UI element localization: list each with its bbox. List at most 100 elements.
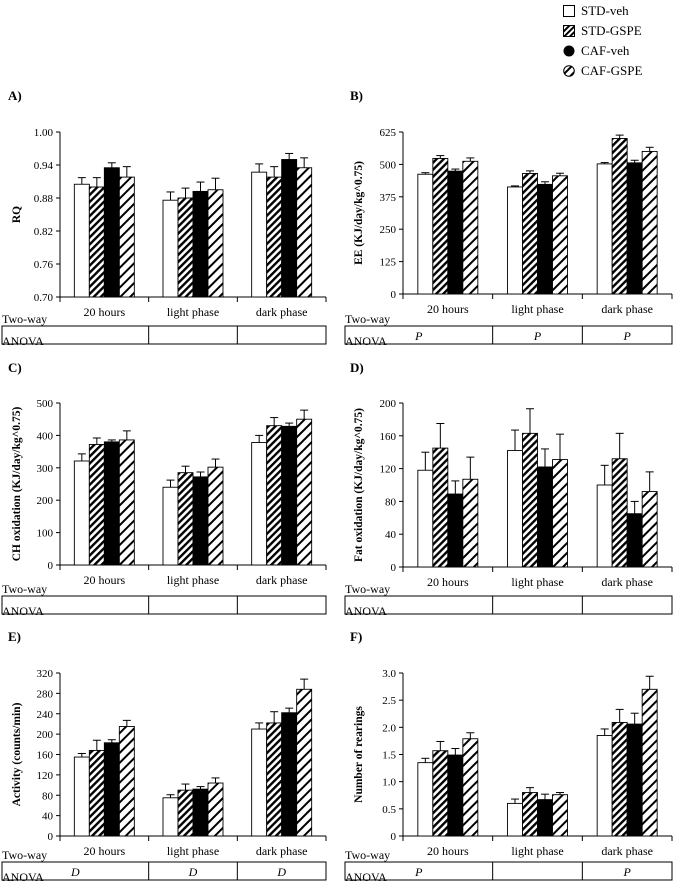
bar-std-gspe: [267, 426, 282, 565]
bar-std-gspe: [267, 723, 282, 836]
bar-std-veh: [74, 184, 89, 297]
y-tick-label: 80: [385, 496, 397, 508]
chart-panel-f: F) 0 0.5 1.0 1.5 2.0 2.5 3.0 Number of rearings 2…: [345, 629, 672, 884]
x-tick-label: 20 hours: [83, 305, 125, 319]
bar-caf-gspe: [463, 739, 478, 836]
bar-std-veh: [163, 798, 178, 836]
chart-panel-a: A) 0.70 0.76 0.82 0.88 0.94 1.00 RQ 20 hours ligh…: [2, 88, 326, 348]
bar-std-gspe: [523, 173, 538, 294]
bar-std-veh: [163, 200, 178, 297]
x-tick-label: 20 hours: [427, 575, 469, 589]
y-tick-label: 0: [48, 831, 54, 843]
bar-caf-gspe: [642, 151, 657, 294]
y-tick-label: 0: [391, 562, 397, 574]
x-tick-label: 20 hours: [83, 844, 125, 858]
y-axis-label: CH oxidation (KJ/day/kg^0.75): [11, 407, 23, 562]
y-tick-label: 500: [37, 398, 54, 410]
bar-caf-gspe: [642, 492, 657, 567]
bar-caf-veh: [538, 800, 553, 836]
bar-caf-veh: [282, 160, 297, 298]
y-tick-label: 0.70: [34, 292, 54, 304]
bar-std-gspe: [89, 187, 104, 297]
anova-cell-value: D: [188, 865, 198, 879]
y-tick-label: 100: [37, 528, 54, 540]
y-tick-label: 200: [380, 398, 397, 410]
bar-caf-gspe: [553, 176, 568, 294]
y-axis-label: Activity (counts/min): [11, 702, 23, 806]
panel-label: E): [8, 629, 21, 644]
y-tick-label: 200: [37, 729, 54, 741]
x-tick-label: light phase: [511, 575, 563, 589]
bar-caf-veh: [104, 743, 119, 836]
bar-caf-veh: [193, 477, 208, 565]
anova-cell-value: D: [276, 865, 286, 879]
bar-caf-gspe: [463, 479, 478, 567]
bar-caf-veh: [193, 789, 208, 836]
bar-std-gspe: [612, 459, 627, 567]
bar-caf-gspe: [208, 190, 223, 297]
bar-caf-gspe: [297, 419, 312, 565]
x-tick-label: dark phase: [601, 844, 653, 858]
bar-std-gspe: [433, 448, 448, 567]
y-tick-label: 200: [37, 495, 54, 507]
bar-caf-veh: [193, 191, 208, 297]
bar-caf-gspe: [297, 168, 312, 297]
panel-label: B): [350, 88, 363, 103]
bar-caf-veh: [627, 724, 642, 836]
bar-std-veh: [418, 763, 433, 836]
anova-label: ANOVA: [345, 604, 387, 618]
chart-panel-d: D) 0 40 80 120 160 200 Fat oxidation (KJ/day/kg…: [345, 360, 672, 618]
bar-caf-veh: [448, 755, 463, 836]
y-tick-label: 40: [385, 529, 397, 541]
anova-label: ANOVA: [345, 334, 387, 348]
bar-std-veh: [597, 735, 612, 836]
y-tick-label: 120: [380, 464, 397, 476]
anova-cell-value: P: [414, 329, 423, 343]
anova-table: [2, 326, 326, 344]
x-tick-label: dark phase: [256, 844, 308, 858]
bar-std-veh: [597, 485, 612, 567]
bar-caf-veh: [627, 514, 642, 567]
x-tick-label: light phase: [167, 305, 219, 319]
bar-caf-gspe: [208, 783, 223, 836]
y-tick-label: 1.0: [382, 777, 396, 789]
bar-caf-gspe: [208, 467, 223, 565]
panel-label: D): [350, 360, 364, 375]
bar-std-veh: [508, 451, 523, 567]
bar-caf-veh: [448, 494, 463, 567]
bar-caf-gspe: [463, 161, 478, 294]
bar-caf-veh: [104, 442, 119, 565]
y-tick-label: 160: [380, 431, 397, 443]
bar-caf-gspe: [553, 460, 568, 567]
bar-std-veh: [508, 803, 523, 836]
y-tick-label: 625: [380, 127, 397, 139]
y-tick-label: 1.5: [382, 750, 396, 762]
bar-std-gspe: [523, 793, 538, 836]
bar-std-veh: [508, 187, 523, 294]
anova-label: Two-way: [2, 312, 47, 326]
bar-std-gspe: [433, 751, 448, 836]
y-tick-label: 125: [380, 257, 397, 269]
panel-label: F): [350, 629, 362, 644]
y-tick-label: 500: [380, 159, 397, 171]
anova-label: ANOVA: [2, 870, 44, 884]
bar-std-veh: [74, 757, 89, 836]
x-tick-label: dark phase: [256, 573, 308, 587]
bar-caf-gspe: [119, 177, 134, 297]
anova-cell-value: D: [70, 865, 80, 879]
x-tick-label: dark phase: [256, 305, 308, 319]
bar-std-veh: [74, 461, 89, 565]
bar-std-veh: [252, 172, 267, 297]
bar-caf-gspe: [119, 726, 134, 836]
x-tick-label: 20 hours: [427, 844, 469, 858]
x-tick-label: light phase: [511, 844, 563, 858]
y-tick-label: 375: [380, 192, 397, 204]
y-tick-label: 160: [37, 750, 54, 762]
y-axis-label: Number of rearings: [353, 706, 365, 803]
bar-std-gspe: [612, 138, 627, 294]
anova-label: Two-way: [345, 848, 390, 862]
anova-cell-value: P: [533, 329, 542, 343]
anova-cell-value: P: [622, 865, 631, 879]
bar-std-veh: [418, 470, 433, 567]
bar-caf-veh: [627, 163, 642, 294]
